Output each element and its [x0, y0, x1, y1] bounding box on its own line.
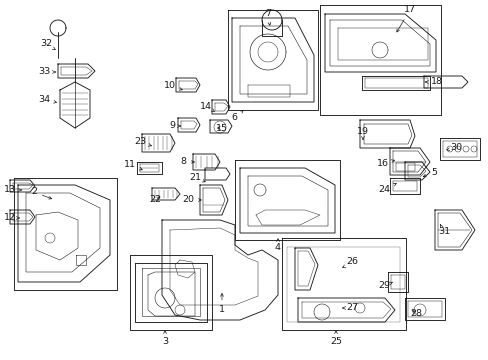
Text: 14: 14	[200, 102, 214, 112]
Text: 27: 27	[342, 303, 357, 312]
Text: 23: 23	[134, 138, 151, 147]
Text: 33: 33	[38, 68, 56, 77]
Text: 10: 10	[163, 81, 182, 90]
Text: 15: 15	[216, 123, 227, 132]
Text: 26: 26	[342, 257, 357, 267]
Text: 3: 3	[162, 331, 168, 346]
Text: 13: 13	[4, 185, 21, 194]
Text: 1: 1	[219, 293, 224, 315]
Text: 18: 18	[425, 77, 442, 86]
Text: 19: 19	[356, 127, 368, 139]
Text: 25: 25	[329, 331, 341, 346]
Text: 28: 28	[409, 310, 421, 319]
Text: 16: 16	[376, 159, 394, 168]
Text: 31: 31	[437, 225, 449, 237]
Text: 8: 8	[180, 157, 194, 166]
Text: 29: 29	[377, 282, 392, 291]
Text: 12: 12	[4, 213, 19, 222]
Text: 2: 2	[31, 188, 52, 199]
Text: 11: 11	[124, 161, 142, 170]
Text: 7: 7	[264, 9, 270, 25]
Text: 32: 32	[40, 40, 55, 50]
Text: 20: 20	[182, 195, 201, 204]
Text: 30: 30	[446, 144, 461, 153]
Text: 6: 6	[230, 110, 243, 122]
Text: 24: 24	[377, 183, 395, 194]
Text: 34: 34	[38, 95, 57, 104]
Text: 21: 21	[189, 174, 205, 183]
Text: 4: 4	[274, 239, 281, 252]
Text: 17: 17	[396, 5, 415, 32]
Text: 5: 5	[423, 167, 436, 177]
Text: 22: 22	[149, 195, 161, 204]
Text: 9: 9	[169, 122, 181, 130]
